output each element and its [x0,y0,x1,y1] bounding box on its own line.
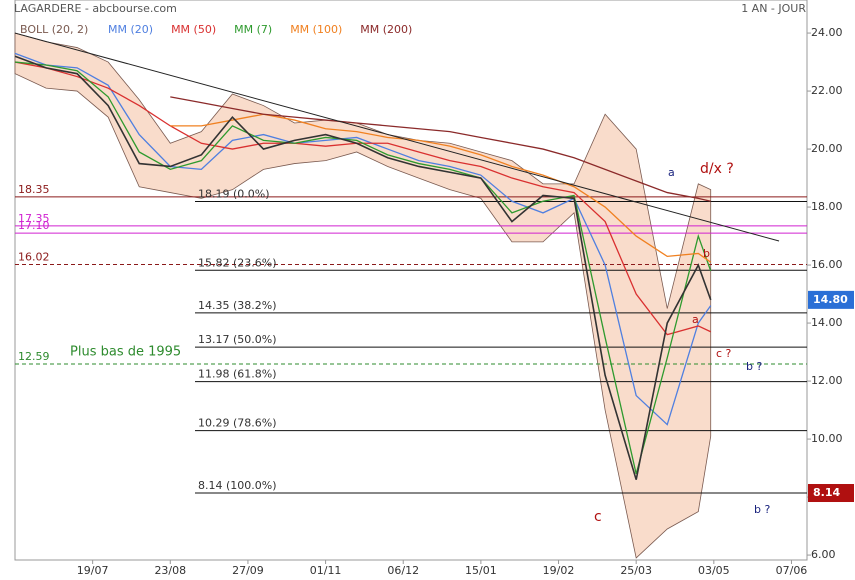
level-label: 17.35 [18,212,50,225]
x-tick-label: 27/09 [232,564,264,577]
y-tick-label: 24.00 [811,26,843,39]
y-tick-label: 20.00 [811,142,843,155]
fibo-label: 13.17 (50.0%) [198,333,277,346]
fibo-label: 10.29 (78.6%) [198,417,277,430]
ma-line [170,96,711,202]
wave-annotation: c [594,509,602,525]
wave-annotation: a [668,166,675,179]
y-tick-label: 6.00 [811,548,836,561]
y-tick-label: 16.00 [811,258,843,271]
fibo-label: 15.82 (23.6%) [198,256,277,269]
x-tick-label: 15/01 [465,564,497,577]
x-tick-label: 07/06 [776,564,808,577]
y-tick-label: 12.00 [811,374,843,387]
legend-entry: MM (7) [234,23,272,36]
x-tick-label: 19/07 [77,564,109,577]
x-tick-label: 06/12 [387,564,419,577]
wave-annotation: b [703,247,710,260]
level-label: 16.02 [18,250,50,263]
trendline [14,32,780,242]
ma-line [14,61,711,336]
x-tick-label: 19/02 [543,564,575,577]
level-label: 12.59 [18,350,50,363]
x-tick-label: 01/11 [310,564,342,577]
price-tag-label: 14.80 [813,293,848,306]
price-tag [808,290,854,309]
level-label: 18.35 [18,183,50,196]
legend-entry: MM (200) [360,23,412,36]
y-tick-label: 14.00 [811,316,843,329]
wave-annotation: c ? [716,347,732,360]
period: 1 AN - JOUR [741,2,806,15]
price-line [14,55,712,480]
y-tick-label: 22.00 [811,84,843,97]
chart-title: LAGARDERE - abcbourse.com [14,2,177,15]
fibo-label: 14.35 (38.2%) [198,299,277,312]
x-tick-label: 03/05 [698,564,730,577]
wave-annotation: a [692,313,699,326]
fibo-label: 8.14 (100.0%) [198,479,277,492]
wave-annotation: b ? [754,503,770,516]
ma-line [14,61,712,475]
price-tag [808,484,854,503]
fibo-label: 18.19 (0.0%) [198,188,270,201]
level-label: 17.10 [18,219,50,232]
legend-entry: BOLL (20, 2) [20,23,88,36]
y-tick-label: 10.00 [811,432,843,445]
y-tick-label: 18.00 [811,200,843,213]
fibo-label: 11.98 (61.8%) [198,368,277,381]
x-tick-label: 23/08 [154,564,186,577]
wave-annotation: b ? [746,360,762,373]
level-note: Plus bas de 1995 [70,344,181,359]
legend-entry: MM (100) [290,23,342,36]
legend-entry: MM (20) [108,23,153,36]
x-tick-label: 25/03 [620,564,652,577]
wave-annotation: d/x ? [700,161,734,177]
legend-entry: MM (50) [171,23,216,36]
price-tag-label: 8.14 [813,486,840,499]
